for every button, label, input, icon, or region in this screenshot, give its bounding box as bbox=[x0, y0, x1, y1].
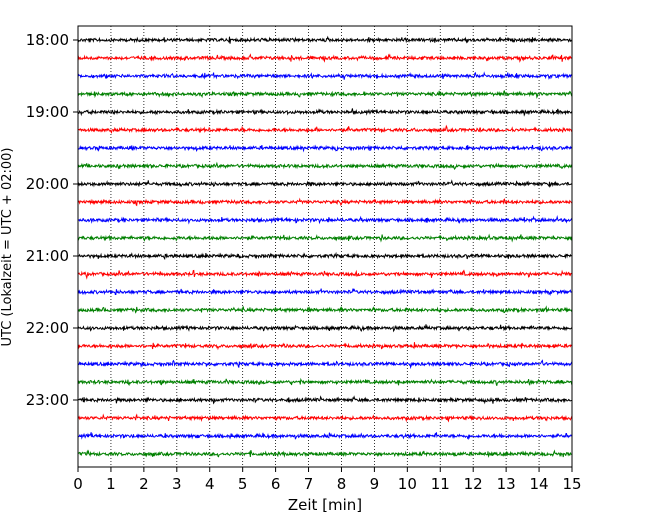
x-tick-label: 5 bbox=[238, 475, 248, 493]
x-tick-label: 9 bbox=[370, 475, 380, 493]
x-axis-ticks: 0 1 2 3 4 5 6 7 8 9 10 11 12 13 14 15 bbox=[73, 467, 582, 493]
trace-2330 bbox=[77, 432, 573, 440]
x-tick-label: 2 bbox=[139, 475, 149, 493]
trace-1845 bbox=[77, 90, 573, 99]
trace-2230 bbox=[77, 359, 573, 370]
trace-2015 bbox=[77, 197, 573, 207]
trace-2045 bbox=[77, 233, 573, 243]
trace-1915 bbox=[77, 124, 573, 134]
x-tick-label: 7 bbox=[304, 475, 314, 493]
x-tick-label: 11 bbox=[431, 475, 450, 493]
trace-2000 bbox=[77, 179, 573, 188]
trace-1830 bbox=[77, 71, 573, 80]
y-tick-label: 18:00 bbox=[26, 31, 69, 49]
trace-2145 bbox=[77, 305, 573, 314]
trace-1815 bbox=[77, 53, 573, 63]
trace-2245 bbox=[77, 377, 573, 386]
x-tick-label: 0 bbox=[73, 475, 83, 493]
y-tick-label: 20:00 bbox=[26, 175, 69, 193]
x-tick-label: 12 bbox=[464, 475, 483, 493]
x-tick-label: 4 bbox=[205, 475, 215, 493]
trace-2130 bbox=[77, 288, 573, 297]
x-tick-label: 13 bbox=[497, 475, 516, 493]
trace-2200 bbox=[77, 324, 573, 333]
trace-2345 bbox=[77, 449, 573, 458]
trace-2115 bbox=[77, 269, 573, 280]
y-axis-ticks: 18:00 19:00 20:00 21:00 22:00 23:00 bbox=[26, 31, 78, 409]
trace-1930 bbox=[77, 144, 573, 153]
x-tick-label: 1 bbox=[106, 475, 116, 493]
x-tick-label: 3 bbox=[172, 475, 182, 493]
trace-2315 bbox=[77, 413, 573, 423]
y-axis-label: UTC (Lokalzeit = UTC + 02:00) bbox=[0, 148, 15, 347]
trace-2030 bbox=[77, 215, 573, 225]
y-tick-label: 21:00 bbox=[26, 247, 69, 265]
x-tick-label: 14 bbox=[530, 475, 549, 493]
trace-2100 bbox=[77, 251, 573, 261]
trace-2300 bbox=[77, 395, 573, 405]
trace-2215 bbox=[77, 342, 573, 351]
trace-1900 bbox=[77, 108, 573, 117]
plot-frame bbox=[77, 25, 573, 468]
x-tick-label: 15 bbox=[562, 475, 581, 493]
trace-group bbox=[77, 35, 573, 458]
trace-1945 bbox=[77, 161, 573, 171]
x-tick-label: 8 bbox=[337, 475, 347, 493]
x-tick-label: 10 bbox=[398, 475, 417, 493]
y-tick-label: 22:00 bbox=[26, 319, 69, 337]
x-axis-label: Zeit [min] bbox=[288, 496, 362, 514]
trace-1800 bbox=[77, 35, 573, 44]
y-tick-label: 23:00 bbox=[26, 391, 69, 409]
x-tick-label: 6 bbox=[271, 475, 281, 493]
y-tick-label: 19:00 bbox=[26, 103, 69, 121]
